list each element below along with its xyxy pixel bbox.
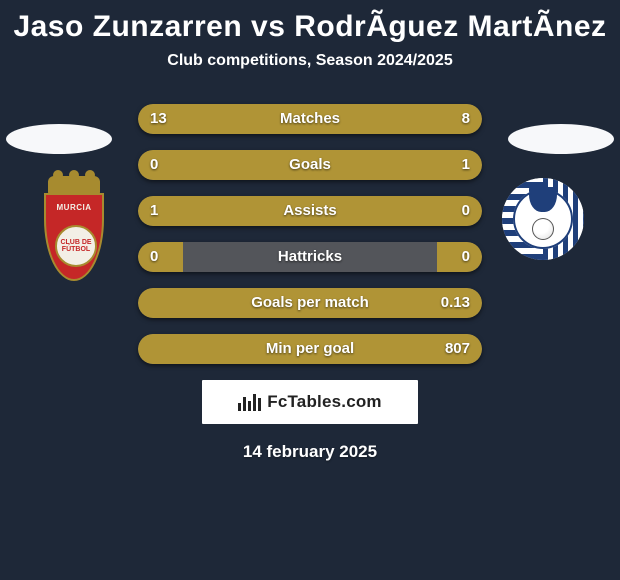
comparison-bars: 138Matches 01Goals 10Assists 00Hattricks 0.1…: [0, 104, 620, 364]
page-root: Jaso Zunzarren vs RodrÃ­guez MartÃ­nez C…: [0, 0, 620, 580]
stat-label: Goals: [138, 150, 482, 180]
stat-label: Goals per match: [138, 288, 482, 318]
stat-label: Hattricks: [138, 242, 482, 272]
stat-label: Assists: [138, 196, 482, 226]
stat-label: Min per goal: [138, 334, 482, 364]
stat-row: 807Min per goal: [138, 334, 482, 364]
footer-logo: FcTables.com: [202, 380, 418, 424]
fctables-bars-icon: [238, 394, 261, 411]
stat-row: 0.13Goals per match: [138, 288, 482, 318]
page-date: 14 february 2025: [0, 442, 620, 462]
footer-logo-text: FcTables.com: [267, 392, 382, 412]
stat-row: 138Matches: [138, 104, 482, 134]
page-title: Jaso Zunzarren vs RodrÃ­guez MartÃ­nez: [0, 0, 620, 44]
stat-row: 01Goals: [138, 150, 482, 180]
page-subtitle: Club competitions, Season 2024/2025: [0, 52, 620, 70]
stat-row: 00Hattricks: [138, 242, 482, 272]
stat-label: Matches: [138, 104, 482, 134]
stat-row: 10Assists: [138, 196, 482, 226]
